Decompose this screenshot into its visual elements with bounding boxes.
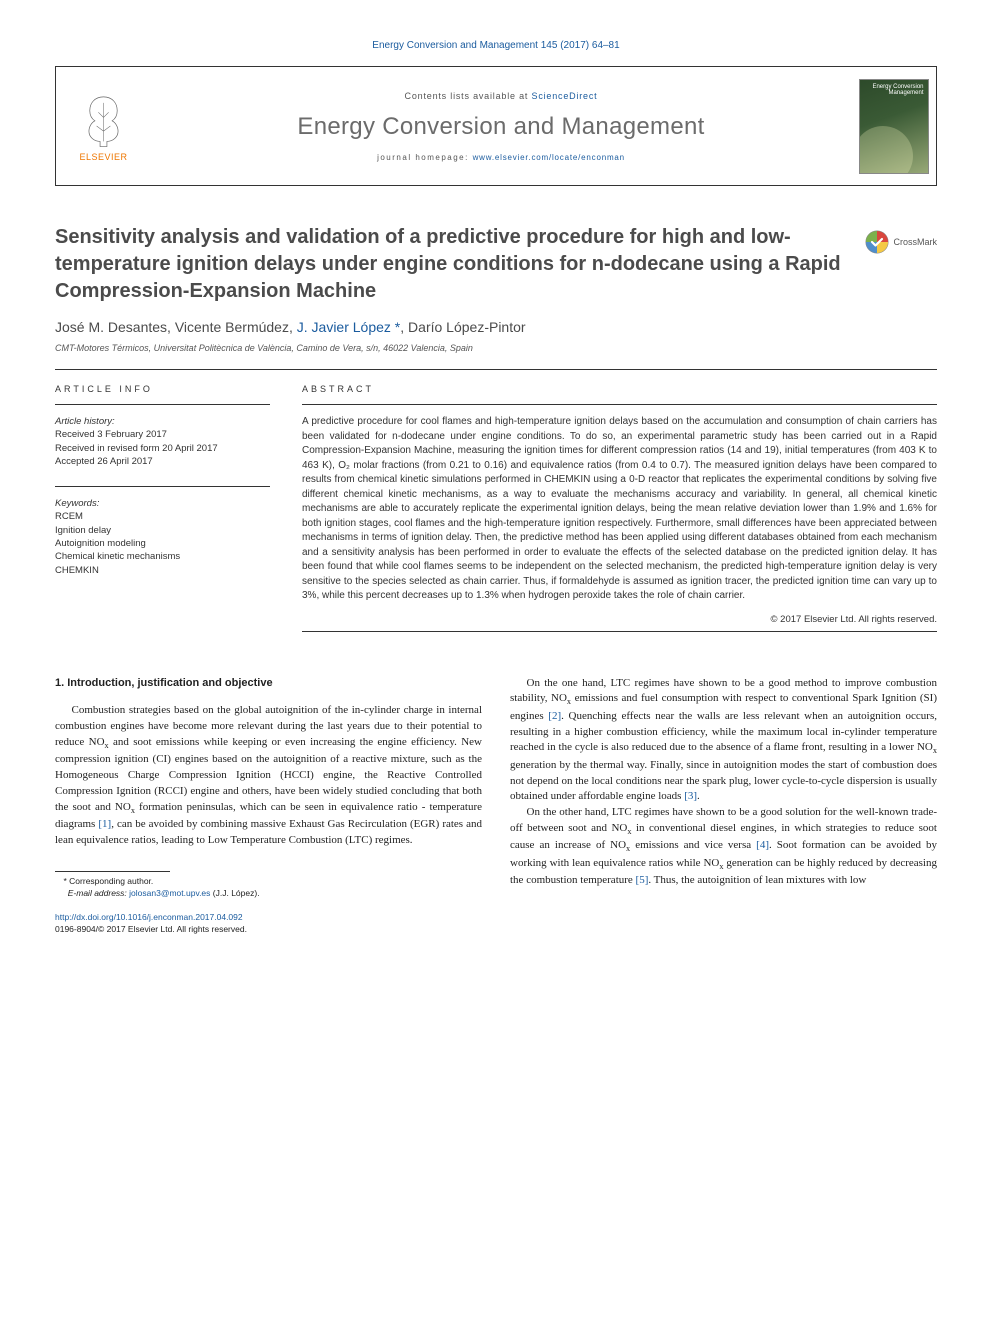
journal-name: Energy Conversion and Management [297,113,704,141]
citation-link[interactable]: [2] [548,710,561,722]
paragraph: On the other hand, LTC regimes have show… [510,805,937,888]
email-link[interactable]: jolosan3@mot.upv.es [129,888,210,898]
abstract-text: A predictive procedure for cool flames a… [302,415,937,604]
heading-rule [302,404,937,405]
heading-rule [55,486,270,487]
keyword: Ignition delay [55,524,270,537]
doi-link[interactable]: http://dx.doi.org/10.1016/j.enconman.201… [55,912,243,922]
article-history: Article history: Received 3 February 201… [55,415,270,468]
crossmark-badge[interactable]: CrossMark [865,224,937,254]
author: José M. Desantes, Vicente Bermúdez, [55,319,297,335]
footnotes: * Corresponding author. E-mail address: … [55,876,482,900]
footnote-separator [55,871,170,872]
received-date: Received 3 February 2017 [55,428,270,441]
author: , Darío López-Pintor [400,319,525,335]
crossmark-label: CrossMark [893,237,937,247]
title-block: Sensitivity analysis and validation of a… [55,224,937,305]
paragraph: On the one hand, LTC regimes have shown … [510,676,937,806]
citation-link[interactable]: [5] [636,874,649,886]
corresponding-note: * Corresponding author. [55,876,482,888]
doi-block: http://dx.doi.org/10.1016/j.enconman.201… [55,912,482,936]
homepage-link[interactable]: www.elsevier.com/locate/enconman [473,153,625,162]
article-info-column: ARTICLE INFO Article history: Received 3… [55,384,270,632]
heading-rule [302,631,937,632]
journal-cover-thumbnail[interactable]: Energy Conversion Management [851,67,936,185]
keyword: Autoignition modeling [55,537,270,550]
keyword: CHEMKIN [55,564,270,577]
journal-header: ELSEVIER Contents lists available at Sci… [55,66,937,186]
affiliation: CMT-Motores Térmicos, Universitat Politè… [55,343,937,353]
article-title: Sensitivity analysis and validation of a… [55,224,850,305]
publisher-name: ELSEVIER [79,152,127,162]
accepted-date: Accepted 26 April 2017 [55,455,270,468]
revised-date: Received in revised form 20 April 2017 [55,442,270,455]
cover-label: Energy Conversion Management [860,84,924,97]
contents-prefix: Contents lists available at [405,91,532,101]
keywords-block: Keywords: RCEM Ignition delay Autoigniti… [55,497,270,577]
issn-copyright: 0196-8904/© 2017 Elsevier Ltd. All right… [55,924,247,934]
page: Energy Conversion and Management 145 (20… [0,0,992,966]
divider [55,369,937,370]
abstract-copyright: © 2017 Elsevier Ltd. All rights reserved… [302,614,937,625]
email-label: E-mail address: [68,888,129,898]
cover-image: Energy Conversion Management [859,79,929,174]
section-heading: 1. Introduction, justification and objec… [55,676,482,692]
keyword: Chemical kinetic mechanisms [55,550,270,563]
sciencedirect-link[interactable]: ScienceDirect [532,91,598,101]
elsevier-tree-icon [76,90,131,150]
contents-available-line: Contents lists available at ScienceDirec… [405,91,598,101]
history-label: Article history: [55,415,270,428]
citation-link[interactable]: [3] [684,790,697,802]
homepage-line: journal homepage: www.elsevier.com/locat… [377,153,625,162]
homepage-prefix: journal homepage: [377,153,473,162]
keywords-label: Keywords: [55,497,270,510]
publisher-logo[interactable]: ELSEVIER [56,67,151,185]
corr-marker: * [391,319,400,335]
top-citation: Energy Conversion and Management 145 (20… [55,40,937,51]
corresponding-author: J. Javier López [297,319,391,335]
article-info-heading: ARTICLE INFO [55,384,270,394]
paragraph: Combustion strategies based on the globa… [55,703,482,849]
keyword: RCEM [55,510,270,523]
heading-rule [55,404,270,405]
citation-link[interactable]: [4] [756,839,769,851]
info-abstract-row: ARTICLE INFO Article history: Received 3… [55,384,937,632]
abstract-column: ABSTRACT A predictive procedure for cool… [302,384,937,632]
header-center: Contents lists available at ScienceDirec… [151,67,851,185]
crossmark-icon [865,230,889,254]
authors-line: José M. Desantes, Vicente Bermúdez, J. J… [55,319,937,335]
email-name: (J.J. López). [210,888,259,898]
abstract-heading: ABSTRACT [302,384,937,394]
email-line: E-mail address: jolosan3@mot.upv.es (J.J… [55,888,482,900]
citation-link[interactable]: [1] [98,818,111,830]
body-text: 1. Introduction, justification and objec… [55,676,937,936]
